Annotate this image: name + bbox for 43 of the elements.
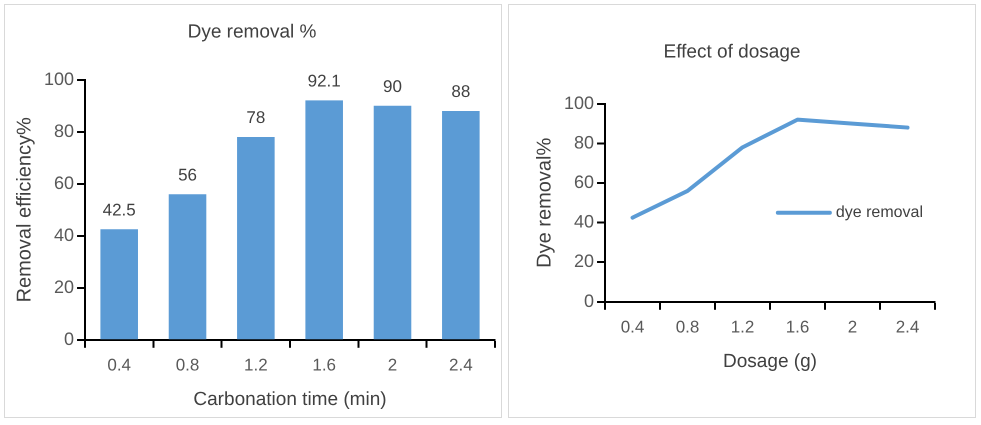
y-tick-label: 80 xyxy=(574,132,594,152)
x-tick-label: 1.2 xyxy=(244,356,268,375)
x-tick-label: 0.4 xyxy=(107,356,132,375)
legend-label: dye removal xyxy=(836,204,924,222)
x-axis-title: Dosage (g) xyxy=(723,350,818,372)
bar xyxy=(442,111,480,340)
y-tick-label: 60 xyxy=(54,172,74,193)
y-axis-title: Dye removal% xyxy=(534,138,556,268)
y-tick-label: 40 xyxy=(574,212,594,232)
bar xyxy=(168,194,206,340)
x-tick-label: 0.4 xyxy=(620,318,644,337)
data-label: 92.1 xyxy=(308,72,341,91)
x-axis-title: Carbonation time (min) xyxy=(193,388,387,410)
y-tick-label: 20 xyxy=(54,276,74,297)
data-label: 88 xyxy=(451,82,470,102)
y-tick-label: 100 xyxy=(44,68,74,89)
x-tick-label: 2 xyxy=(388,356,398,375)
data-label: 78 xyxy=(246,108,266,128)
x-tick-label: 2.4 xyxy=(449,356,473,375)
y-axis-title: Removal efficiency% xyxy=(14,116,36,302)
y-tick-label: 80 xyxy=(54,120,74,141)
x-tick-label: 1.2 xyxy=(730,318,754,337)
x-tick-label: 2.4 xyxy=(896,318,920,337)
data-label: 56 xyxy=(178,165,197,184)
bar xyxy=(374,106,412,340)
x-tick-label: 2 xyxy=(848,318,858,337)
chart-title: Effect of dosage xyxy=(664,42,800,63)
x-tick-label: 1.6 xyxy=(786,318,810,337)
y-tick-label: 20 xyxy=(574,251,594,272)
x-tick-label: 1.6 xyxy=(312,356,336,375)
data-label: 90 xyxy=(383,76,402,96)
x-tick-label: 0.8 xyxy=(176,356,200,375)
data-label: 42.5 xyxy=(102,200,136,220)
bar xyxy=(100,229,138,340)
chart-title: Dye removal % xyxy=(188,22,317,43)
bar xyxy=(305,100,343,340)
y-tick-label: 60 xyxy=(574,172,594,192)
y-tick-label: 0 xyxy=(64,328,74,349)
x-tick-label: 0.8 xyxy=(676,318,700,337)
bar xyxy=(237,137,275,340)
y-tick-label: 0 xyxy=(584,290,594,311)
y-tick-label: 100 xyxy=(564,92,594,113)
y-tick-label: 40 xyxy=(54,224,74,245)
